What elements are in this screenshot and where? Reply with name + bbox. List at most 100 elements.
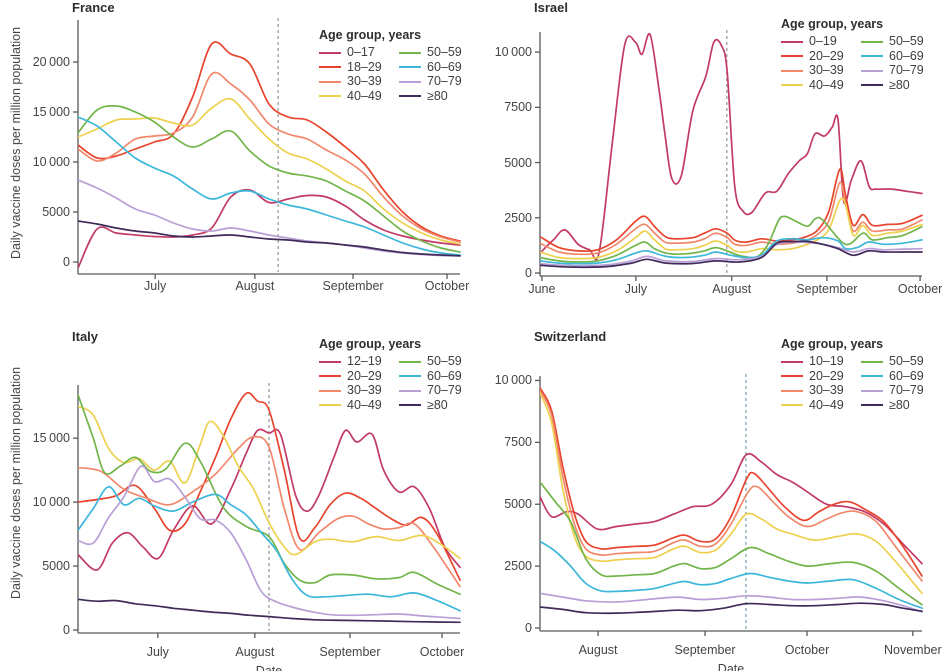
chart-panel-italy: Italy 0 5000 10 000 15 000 July August Septembe… (0, 325, 520, 671)
legend-item-label: 50–59 (889, 354, 924, 368)
y-tick-label: 5000 (504, 155, 532, 170)
legend-swatch (399, 404, 421, 406)
legend-item-label: 0–19 (809, 34, 837, 48)
x-axis (540, 630, 922, 636)
legend-swatch (399, 375, 421, 377)
legend-swatch (781, 375, 803, 377)
y-tick-label: 10 000 (32, 495, 70, 510)
legend-swatch (781, 55, 803, 57)
legend-item: ≥80 (861, 398, 910, 412)
legend-item: 18–29 (319, 59, 382, 74)
series-line-10–19 (540, 452, 923, 565)
legend-swatch (399, 360, 421, 363)
x-tick-label: August (235, 645, 275, 659)
chart-svg-france (73, 18, 461, 279)
chart-panel-switzerland: Switzerland 0 2500 5000 7500 10 000 August Sept… (495, 325, 942, 671)
legend-item-label: 60–69 (427, 368, 462, 383)
legend-swatch (781, 40, 803, 43)
chart-svg-switzerland (535, 374, 923, 636)
chart-svg-italy (73, 383, 461, 638)
legend-item-label: 40–49 (347, 397, 382, 412)
legend-item-label: ≥80 (427, 397, 448, 412)
legend-item-label: 50–59 (427, 45, 462, 59)
legend-item: 0–19 (781, 35, 837, 48)
x-tick-label: October (897, 282, 942, 296)
y-tick-label: 7500 (504, 100, 532, 115)
legend-item-label: 20–29 (347, 368, 382, 383)
series-line-60–69 (78, 485, 461, 612)
legend-item-label: 60–69 (427, 59, 462, 74)
series-line-20–29 (540, 387, 923, 577)
x-axis (540, 275, 922, 281)
series-line-50–59 (78, 393, 461, 596)
legend-item: 12–19 (319, 355, 382, 368)
x-tick-label: August (712, 282, 752, 296)
legend-item: 70–79 (861, 64, 924, 77)
legend-item: 50–59 (399, 355, 462, 368)
legend-swatch (781, 389, 803, 392)
legend-swatch (319, 51, 341, 54)
legend-item: 50–59 (861, 355, 924, 368)
legend-item-label: ≥80 (427, 88, 448, 103)
panel-title: Italy (72, 329, 99, 344)
legend-item-label: 20–29 (809, 48, 844, 63)
legend-swatch (781, 84, 803, 86)
legend-item-label: 0–17 (347, 45, 375, 59)
x-tick-label: October (784, 643, 830, 657)
y-axis (535, 32, 541, 276)
legend-swatch (319, 375, 341, 377)
legend-item: 20–29 (781, 48, 844, 63)
legend-item-label: 40–49 (809, 77, 844, 92)
legend-swatch (319, 389, 341, 392)
legend-item: 70–79 (861, 384, 924, 397)
y-tick-label: 2500 (504, 559, 532, 574)
legend-item-label: 60–69 (889, 48, 924, 63)
x-tick-label: November (883, 643, 942, 657)
legend-swatch (861, 389, 883, 392)
legend-swatch (319, 80, 341, 83)
y-tick-label: 0 (63, 255, 70, 269)
series-line-40–49 (540, 392, 923, 595)
series-line-30–39 (78, 435, 461, 588)
y-tick-label: 5000 (42, 559, 70, 574)
series-line-70–79 (540, 241, 923, 267)
legend-title: Age group, years (781, 337, 884, 351)
legend-item: 0–17 (319, 46, 375, 59)
y-axis-title: Daily vaccine doses per million populati… (9, 366, 23, 600)
series-line-70–79 (540, 592, 923, 613)
legend-swatch (861, 375, 883, 377)
panel-title: France (72, 0, 115, 15)
legend-item: 20–29 (781, 369, 844, 383)
legend-item-label: 18–29 (347, 59, 382, 74)
legend-item-label: 50–59 (427, 354, 462, 368)
legend-swatch (781, 360, 803, 363)
legend-swatch (861, 84, 883, 86)
series-line-18–29 (78, 41, 461, 242)
series-line-70–79 (78, 179, 461, 257)
legend-title: Age group, years (319, 337, 422, 351)
y-axis (73, 385, 79, 633)
y-tick-label: 2500 (504, 210, 532, 225)
x-tick-label: September (674, 643, 736, 657)
y-tick-label: 7500 (504, 435, 532, 450)
legend-title: Age group, years (781, 17, 884, 31)
y-tick-label: 15 000 (32, 431, 70, 446)
legend-item: 50–59 (399, 46, 462, 59)
legend-item: 20–29 (319, 368, 382, 383)
panel-title: Israel (534, 0, 568, 15)
legend-item: 60–69 (399, 59, 462, 74)
series-line-0–17 (78, 188, 461, 269)
series-line-60–69 (540, 236, 923, 265)
y-tick-label: 5000 (504, 497, 532, 512)
legend-item-label: 50–59 (889, 34, 924, 48)
series-line-40–49 (540, 197, 923, 260)
legend-item: 40–49 (781, 398, 844, 412)
legend-item: 30–39 (319, 75, 382, 88)
x-tick-label: July (144, 279, 167, 293)
legend-item: 40–49 (319, 89, 382, 103)
y-tick-label: 10 000 (32, 155, 70, 169)
series-line-60–69 (540, 540, 923, 610)
legend-item: 40–49 (319, 397, 382, 412)
legend-swatch (861, 404, 883, 406)
